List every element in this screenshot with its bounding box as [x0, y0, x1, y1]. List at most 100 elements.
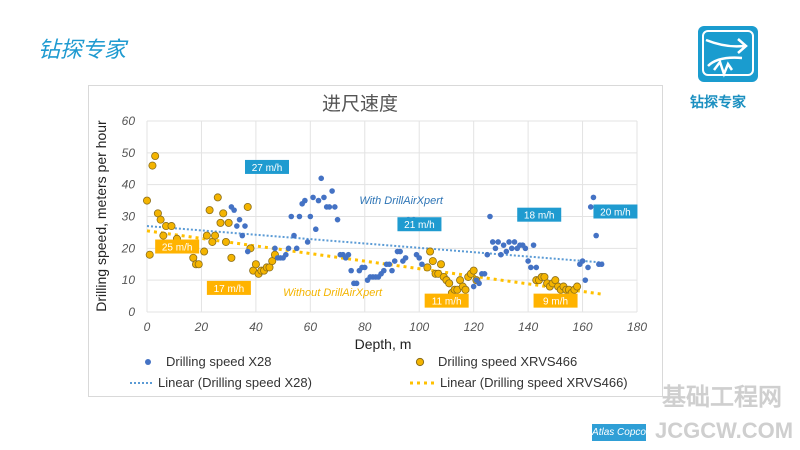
- data-point-xrvs466: [224, 218, 233, 227]
- data-point-x28: [506, 239, 512, 245]
- data-point-x28: [348, 267, 354, 274]
- data-point-x28: [419, 261, 425, 268]
- data-point-x28: [312, 226, 319, 233]
- legend-label: Linear (Drilling speed XRVS466): [440, 375, 628, 390]
- data-point-x28: [481, 271, 488, 277]
- data-point-x28: [503, 248, 510, 255]
- data-point-x28: [304, 239, 311, 245]
- callout-box: [424, 293, 469, 308]
- data-point-xrvs466: [445, 279, 454, 288]
- data-point-x28: [579, 258, 586, 264]
- data-point-x28: [495, 239, 501, 245]
- watermark: 基础工程网: [662, 384, 782, 411]
- data-point-xrvs466: [426, 247, 435, 256]
- data-point-x28: [326, 204, 333, 210]
- callout-label: 17 m/h: [214, 284, 245, 295]
- x-tick-label: 40: [249, 320, 263, 334]
- data-point-x28: [302, 197, 308, 204]
- data-point-x28: [285, 245, 292, 252]
- legend-marker-xrvs466: [415, 357, 425, 367]
- data-point-x28: [508, 245, 515, 252]
- slide-title: 钻探专家: [38, 38, 127, 63]
- data-point-xrvs466: [202, 231, 211, 240]
- data-point-xrvs466: [461, 285, 470, 294]
- data-point-x28: [530, 242, 537, 248]
- data-point-xrvs466: [142, 196, 151, 205]
- drill-expert-logo: [698, 26, 758, 82]
- watermark-url: JCGCW.COM: [655, 418, 794, 443]
- data-point-x28: [288, 213, 295, 220]
- data-point-xrvs466: [221, 237, 230, 246]
- data-point-x28: [236, 216, 243, 223]
- x-tick-label: 160: [573, 320, 593, 334]
- x-tick-label: 60: [304, 320, 318, 334]
- data-point-x28: [272, 245, 278, 252]
- logo-text: 钻探专家: [690, 95, 746, 111]
- y-tick-label: 50: [122, 146, 136, 160]
- data-point-xrvs466: [148, 161, 157, 170]
- data-point-x28: [492, 245, 499, 252]
- data-point-xrvs466: [205, 206, 214, 215]
- data-point-x28: [242, 223, 248, 229]
- data-point-xrvs466: [423, 263, 432, 272]
- callout-box: [517, 207, 562, 222]
- data-point-x28: [470, 283, 477, 290]
- x-tick-label: 180: [627, 320, 647, 334]
- data-point-x28: [334, 216, 341, 223]
- data-point-xrvs466: [216, 218, 225, 227]
- legend-label: Linear (Drilling speed X28): [158, 375, 312, 390]
- data-point-x28: [353, 280, 360, 287]
- legend-label: Drilling speed XRVS466: [438, 354, 577, 369]
- data-point-x28: [231, 207, 237, 213]
- data-point-x28: [386, 261, 393, 268]
- annotation-with: With DrillAirXpert: [359, 195, 444, 207]
- data-point-x28: [525, 258, 531, 264]
- data-point-x28: [310, 194, 316, 201]
- trendline: [146, 225, 605, 264]
- data-point-x28: [293, 245, 300, 252]
- atlas-copco-logo: Atlas Copco: [592, 424, 646, 441]
- y-tick-label: 30: [122, 210, 136, 224]
- data-point-x28: [345, 251, 352, 258]
- y-tick-label: 10: [122, 273, 136, 287]
- data-point-x28: [389, 267, 395, 274]
- y-tick-label: 40: [122, 178, 136, 192]
- chart-frame: [88, 85, 663, 397]
- data-point-x28: [582, 277, 589, 283]
- data-point-x28: [321, 194, 327, 201]
- data-point-x28: [244, 248, 251, 255]
- data-point-xrvs466: [194, 260, 203, 269]
- data-point-xrvs466: [145, 250, 154, 259]
- data-point-x28: [476, 280, 482, 287]
- data-point-x28: [598, 261, 605, 268]
- data-point-x28: [332, 204, 338, 210]
- y-axis-label: Drilling speed, meters per hour: [93, 120, 109, 312]
- data-point-x28: [587, 204, 594, 210]
- x-tick-label: 140: [518, 320, 538, 334]
- callout-label: 18 m/h: [524, 211, 555, 222]
- x-tick-label: 120: [464, 320, 484, 334]
- data-point-x28: [533, 264, 540, 271]
- x-tick-label: 20: [194, 320, 209, 334]
- data-point-xrvs466: [200, 247, 209, 256]
- data-point-x28: [329, 188, 335, 194]
- data-point-x28: [291, 232, 297, 239]
- callout-box: [155, 239, 200, 254]
- y-tick-label: 20: [121, 241, 136, 255]
- callout-label: 11 m/h: [432, 297, 462, 308]
- x-tick-label: 0: [144, 320, 151, 334]
- annotation-without: Without DrillAirXpert: [283, 287, 383, 299]
- data-point-xrvs466: [428, 257, 437, 266]
- x-tick-label: 80: [358, 320, 372, 334]
- data-point-x28: [318, 175, 325, 182]
- callout-label: 9 m/h: [543, 297, 568, 308]
- data-point-xrvs466: [219, 209, 228, 218]
- x-tick-label: 100: [409, 320, 429, 334]
- data-point-x28: [402, 255, 409, 261]
- data-point-x28: [397, 248, 403, 255]
- data-point-xrvs466: [243, 202, 252, 211]
- data-point-xrvs466: [156, 215, 165, 224]
- data-point-x28: [239, 232, 246, 239]
- callout-label: 21 m/h: [404, 220, 435, 231]
- data-point-xrvs466: [151, 152, 160, 161]
